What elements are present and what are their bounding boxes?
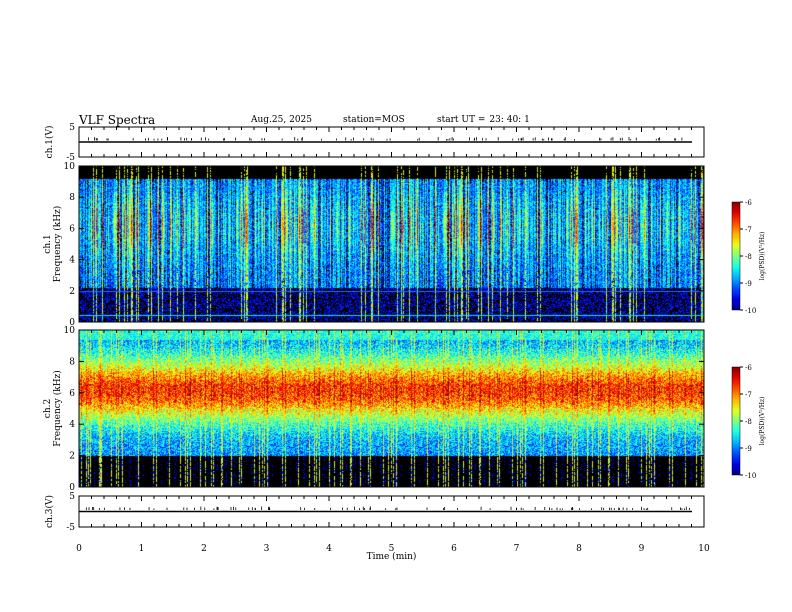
colorbar-ch2-spectrogram bbox=[731, 366, 741, 476]
colorbar-tick-label: -7 bbox=[745, 226, 752, 234]
date-label: Aug.25, 2025 bbox=[251, 115, 312, 125]
x-tick-label: 9 bbox=[639, 544, 645, 554]
colorbar-tick-label: -6 bbox=[745, 199, 752, 207]
y-tick-label: 10 bbox=[64, 326, 76, 336]
y-axis-label-ch1-waveform: ch.1(V) bbox=[44, 126, 55, 159]
spectrogram-image-2 bbox=[79, 330, 704, 487]
x-tick-label: 4 bbox=[326, 544, 332, 554]
colorbar-tick-label: -6 bbox=[745, 364, 752, 372]
colorbar-tick-label: -8 bbox=[745, 253, 752, 261]
y-tick-label: 4 bbox=[69, 420, 75, 430]
x-tick-label: 3 bbox=[264, 544, 270, 554]
y-tick-label: 2 bbox=[69, 287, 75, 297]
y-tick-label: 8 bbox=[69, 193, 75, 203]
start-ut-value: 23: 40: 1 bbox=[489, 115, 530, 125]
y-tick-label: 8 bbox=[69, 357, 75, 367]
y-tick-label: 4 bbox=[69, 256, 75, 266]
y-tick-label: 5 bbox=[69, 123, 75, 133]
y-tick-label: 0 bbox=[69, 483, 75, 493]
y-tick-label: 10 bbox=[64, 162, 76, 172]
x-tick-label: 10 bbox=[698, 544, 710, 554]
y-axis-label-line: ch.2 bbox=[43, 399, 53, 418]
y-axis-label-line: Frequency (kHz) bbox=[52, 206, 63, 283]
x-tick-label: 1 bbox=[139, 544, 145, 554]
colorbar-tick-label: -9 bbox=[745, 445, 752, 453]
station-label: station=MOS bbox=[343, 115, 405, 125]
colorbar-tick-label: -10 bbox=[745, 307, 756, 315]
spectrogram-image-1 bbox=[79, 166, 704, 322]
y-tick-label: 0 bbox=[69, 318, 75, 328]
x-axis-label: Time (min) bbox=[367, 551, 417, 562]
x-tick-label: 6 bbox=[451, 544, 457, 554]
x-tick-label: 2 bbox=[201, 544, 207, 554]
y-axis-label-line: ch.1 bbox=[43, 234, 53, 253]
x-tick-label: 0 bbox=[76, 544, 82, 554]
colorbar-label: log(PSD)(V²/Hz) bbox=[759, 232, 766, 281]
x-tick-label: 7 bbox=[514, 544, 520, 554]
y-tick-label: -5 bbox=[66, 523, 75, 533]
colorbar-tick-label: -8 bbox=[745, 418, 752, 426]
colorbar-tick-label: -7 bbox=[745, 391, 752, 399]
y-axis-label-ch2-spectrogram: ch.2 Frequency (kHz) bbox=[43, 370, 63, 447]
chart-title: VLF Spectra bbox=[79, 113, 156, 127]
y-tick-label: 6 bbox=[69, 224, 75, 234]
y-tick-label: 5 bbox=[69, 492, 75, 502]
start-ut-label: start UT = bbox=[437, 115, 486, 125]
colorbar-tick-label: -10 bbox=[745, 472, 756, 480]
y-axis-label-line: Frequency (kHz) bbox=[52, 370, 63, 447]
colorbar-tick-label: -9 bbox=[745, 280, 752, 288]
colorbar-ch1-spectrogram bbox=[731, 201, 741, 311]
y-tick-label: 2 bbox=[69, 452, 75, 462]
start-time-label: start UT = 23: 40: 1 bbox=[437, 115, 530, 125]
y-axis-label-ch1-spectrogram: ch.1 Frequency (kHz) bbox=[43, 206, 63, 283]
x-tick-label: 5 bbox=[389, 544, 395, 554]
x-tick-label: 8 bbox=[576, 544, 582, 554]
y-tick-label: 6 bbox=[69, 389, 75, 399]
y-tick-label: -5 bbox=[66, 153, 75, 163]
colorbar-label: log(PSD)(V²/Hz) bbox=[759, 397, 766, 446]
y-axis-label-ch3-waveform: ch.3(V) bbox=[44, 495, 55, 528]
